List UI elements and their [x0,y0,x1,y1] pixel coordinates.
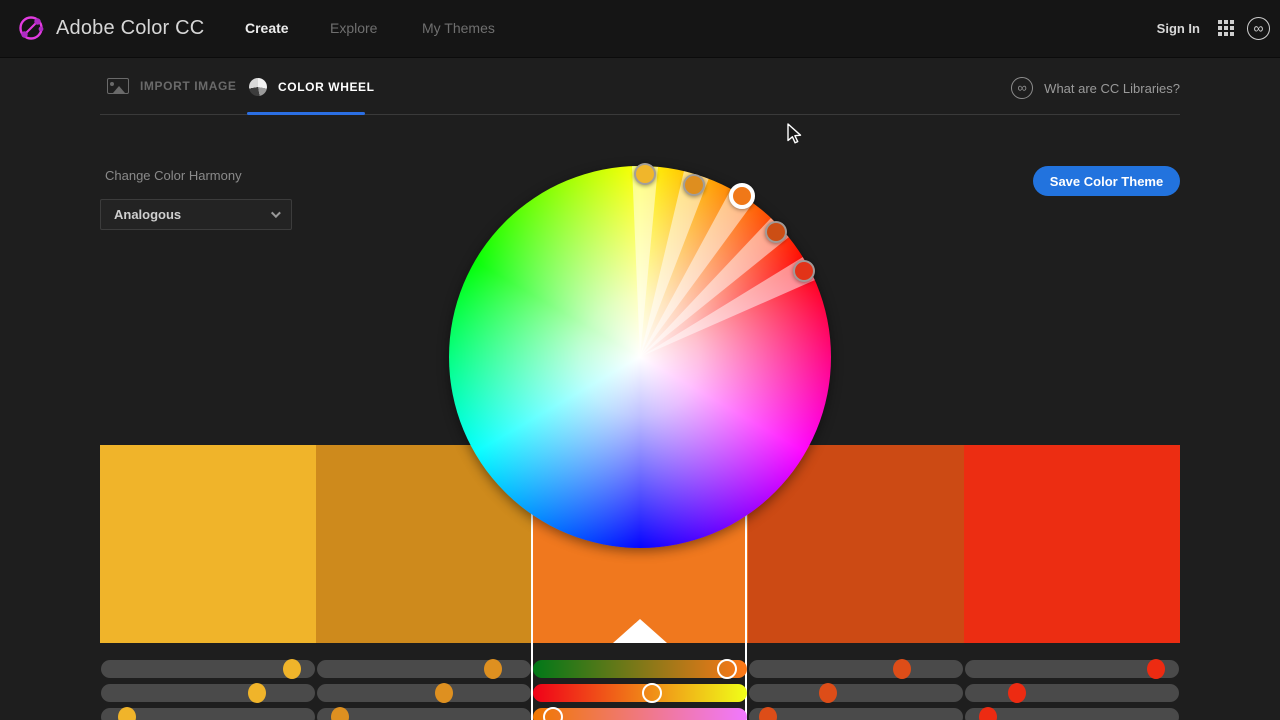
slider-handle-red-swatch-3[interactable] [717,659,737,679]
wheel-handle-5[interactable] [793,260,815,282]
selected-swatch-guide-right [745,445,747,720]
slider-handle-blue-swatch-4[interactable] [759,707,777,720]
nav-explore[interactable]: Explore [330,20,378,36]
slider-row-green [100,683,1180,703]
harmony-dropdown[interactable]: Analogous [100,199,292,230]
slider-blue-swatch-3[interactable] [533,707,747,720]
slider-row-blue [100,707,1180,720]
tab-divider [100,114,1180,115]
slider-green-swatch-1[interactable] [101,683,315,703]
nav-create[interactable]: Create [245,20,289,36]
slider-green-swatch-4[interactable] [749,683,963,703]
slider-handle-red-swatch-4[interactable] [893,659,911,679]
logo-wrap[interactable]: Adobe Color CC [16,13,204,43]
slider-handle-red-swatch-5[interactable] [1147,659,1165,679]
slider-green-swatch-3[interactable] [533,683,747,703]
creative-cloud-icon[interactable]: ∞ [1247,17,1270,40]
slider-red-swatch-1[interactable] [101,659,315,679]
wheel-handle-1[interactable] [634,163,656,185]
cc-libraries-label: What are CC Libraries? [1044,80,1180,96]
selected-swatch-guide-left [531,445,533,720]
tab-import-image-label: IMPORT IMAGE [140,79,237,93]
slider-red-swatch-3[interactable] [533,659,747,679]
slider-green-swatch-5[interactable] [965,683,1179,703]
tab-import-image[interactable]: IMPORT IMAGE [107,78,237,94]
adobe-color-logo-icon [19,16,44,40]
tab-color-wheel-label: COLOR WHEEL [278,80,375,94]
app-title: Adobe Color CC [56,16,205,39]
harmony-selected-value: Analogous [114,207,182,222]
slider-handle-blue-swatch-3[interactable] [543,707,563,720]
slider-red-swatch-5[interactable] [965,659,1179,679]
tab-bar: IMPORT IMAGE COLOR WHEEL ∞ What are CC L… [0,58,1280,116]
wheel-handle-2[interactable] [683,174,705,196]
wheel-handle-3-active[interactable] [729,183,755,209]
slider-red-swatch-4[interactable] [749,659,963,679]
slider-blue-swatch-5[interactable] [965,707,1179,720]
wheel-handle-4[interactable] [765,221,787,243]
slider-red-swatch-2[interactable] [317,659,531,679]
slider-handle-green-swatch-2[interactable] [435,683,453,703]
tab-color-wheel[interactable]: COLOR WHEEL [249,78,375,96]
slider-handle-green-swatch-4[interactable] [819,683,837,703]
slider-row-red [100,659,1180,679]
slider-green-swatch-2[interactable] [317,683,531,703]
color-wheel-icon [249,78,267,96]
slider-blue-swatch-1[interactable] [101,707,315,720]
slider-handle-green-swatch-1[interactable] [248,683,266,703]
swatch-1[interactable] [100,445,316,643]
top-navbar: Adobe Color CC Create Explore My Themes … [0,0,1280,58]
slider-blue-swatch-2[interactable] [317,707,531,720]
selected-swatch-pointer [613,619,667,643]
slider-handle-red-swatch-2[interactable] [484,659,502,679]
harmony-rays [632,166,815,357]
chevron-down-icon [270,208,281,219]
harmony-label: Change Color Harmony [105,168,242,183]
image-icon [107,78,129,94]
cc-libraries-link[interactable]: ∞ What are CC Libraries? [1011,77,1180,99]
active-tab-underline [247,112,365,115]
save-color-theme-button[interactable]: Save Color Theme [1033,166,1180,196]
sign-in-link[interactable]: Sign In [1156,21,1200,36]
slider-handle-green-swatch-5[interactable] [1008,683,1026,703]
mouse-cursor [787,123,802,144]
slider-handle-red-swatch-1[interactable] [283,659,301,679]
slider-handle-blue-swatch-5[interactable] [979,707,997,720]
swatch-5[interactable] [964,445,1180,643]
swatch-strip [100,445,1180,643]
nav-my-themes[interactable]: My Themes [422,20,495,36]
apps-grid-icon[interactable] [1218,20,1236,38]
cc-libraries-icon: ∞ [1011,77,1034,99]
slider-handle-green-swatch-3[interactable] [642,683,662,703]
slider-handle-blue-swatch-1[interactable] [118,707,136,720]
slider-handle-blue-swatch-2[interactable] [331,707,349,720]
slider-blue-swatch-4[interactable] [749,707,963,720]
